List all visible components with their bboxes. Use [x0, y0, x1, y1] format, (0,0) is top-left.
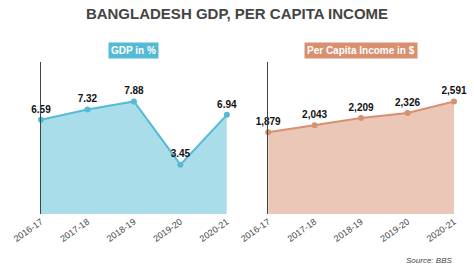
svg-text:GDP in %: GDP in % [111, 45, 156, 56]
svg-text:2017-18: 2017-18 [58, 217, 91, 244]
svg-text:7.88: 7.88 [124, 85, 144, 96]
svg-text:6.94: 6.94 [217, 99, 237, 110]
svg-text:2018-19: 2018-19 [332, 217, 365, 244]
svg-text:2020-21: 2020-21 [198, 217, 231, 244]
svg-text:2016-17: 2016-17 [12, 217, 45, 244]
svg-text:2016-17: 2016-17 [239, 217, 272, 244]
svg-text:3.45: 3.45 [171, 148, 191, 159]
svg-text:Per Capita Income in $: Per Capita Income in $ [307, 45, 415, 56]
svg-text:2020-21: 2020-21 [425, 217, 458, 244]
svg-text:2,326: 2,326 [395, 97, 420, 108]
svg-text:7.32: 7.32 [78, 93, 98, 104]
svg-text:2018-19: 2018-19 [105, 217, 138, 244]
svg-text:2,043: 2,043 [302, 109, 327, 120]
svg-text:2,209: 2,209 [349, 102, 374, 113]
svg-text:2017-18: 2017-18 [286, 217, 319, 244]
svg-text:6.59: 6.59 [31, 104, 51, 115]
svg-text:BANGLADESH GDP, PER CAPITA INC: BANGLADESH GDP, PER CAPITA INCOME [86, 5, 388, 22]
svg-text:2019-20: 2019-20 [151, 217, 184, 244]
svg-text:2,591: 2,591 [441, 85, 466, 96]
svg-text:2019-20: 2019-20 [378, 217, 411, 244]
svg-text:Source: BBS: Source: BBS [406, 256, 452, 265]
svg-text:1,879: 1,879 [256, 116, 281, 127]
